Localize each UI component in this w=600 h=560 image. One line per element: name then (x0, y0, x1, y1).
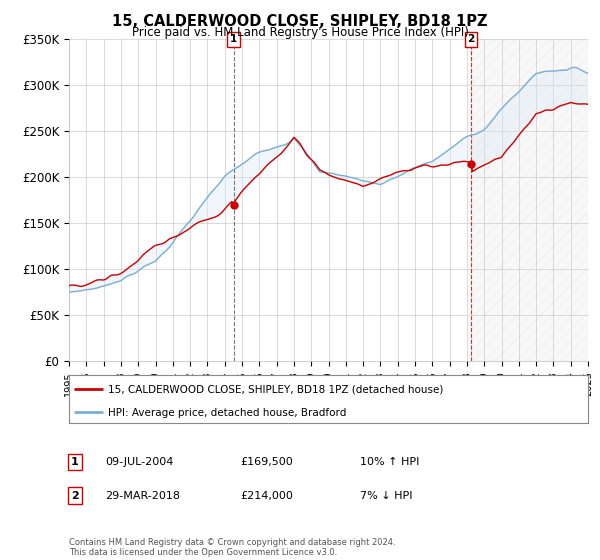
Text: 29-MAR-2018: 29-MAR-2018 (105, 491, 180, 501)
Text: 7% ↓ HPI: 7% ↓ HPI (360, 491, 413, 501)
Text: Price paid vs. HM Land Registry's House Price Index (HPI): Price paid vs. HM Land Registry's House … (131, 26, 469, 39)
Text: 09-JUL-2004: 09-JUL-2004 (105, 457, 173, 467)
Text: 1: 1 (71, 457, 79, 467)
Text: 2: 2 (467, 34, 475, 44)
Text: Contains HM Land Registry data © Crown copyright and database right 2024.
This d: Contains HM Land Registry data © Crown c… (69, 538, 395, 557)
Text: £169,500: £169,500 (240, 457, 293, 467)
Text: 15, CALDERWOOD CLOSE, SHIPLEY, BD18 1PZ: 15, CALDERWOOD CLOSE, SHIPLEY, BD18 1PZ (112, 14, 488, 29)
Text: 2: 2 (71, 491, 79, 501)
Text: £214,000: £214,000 (240, 491, 293, 501)
Text: HPI: Average price, detached house, Bradford: HPI: Average price, detached house, Brad… (108, 408, 346, 418)
Text: 10% ↑ HPI: 10% ↑ HPI (360, 457, 419, 467)
Text: 1: 1 (230, 34, 238, 44)
Text: 15, CALDERWOOD CLOSE, SHIPLEY, BD18 1PZ (detached house): 15, CALDERWOOD CLOSE, SHIPLEY, BD18 1PZ … (108, 385, 443, 394)
